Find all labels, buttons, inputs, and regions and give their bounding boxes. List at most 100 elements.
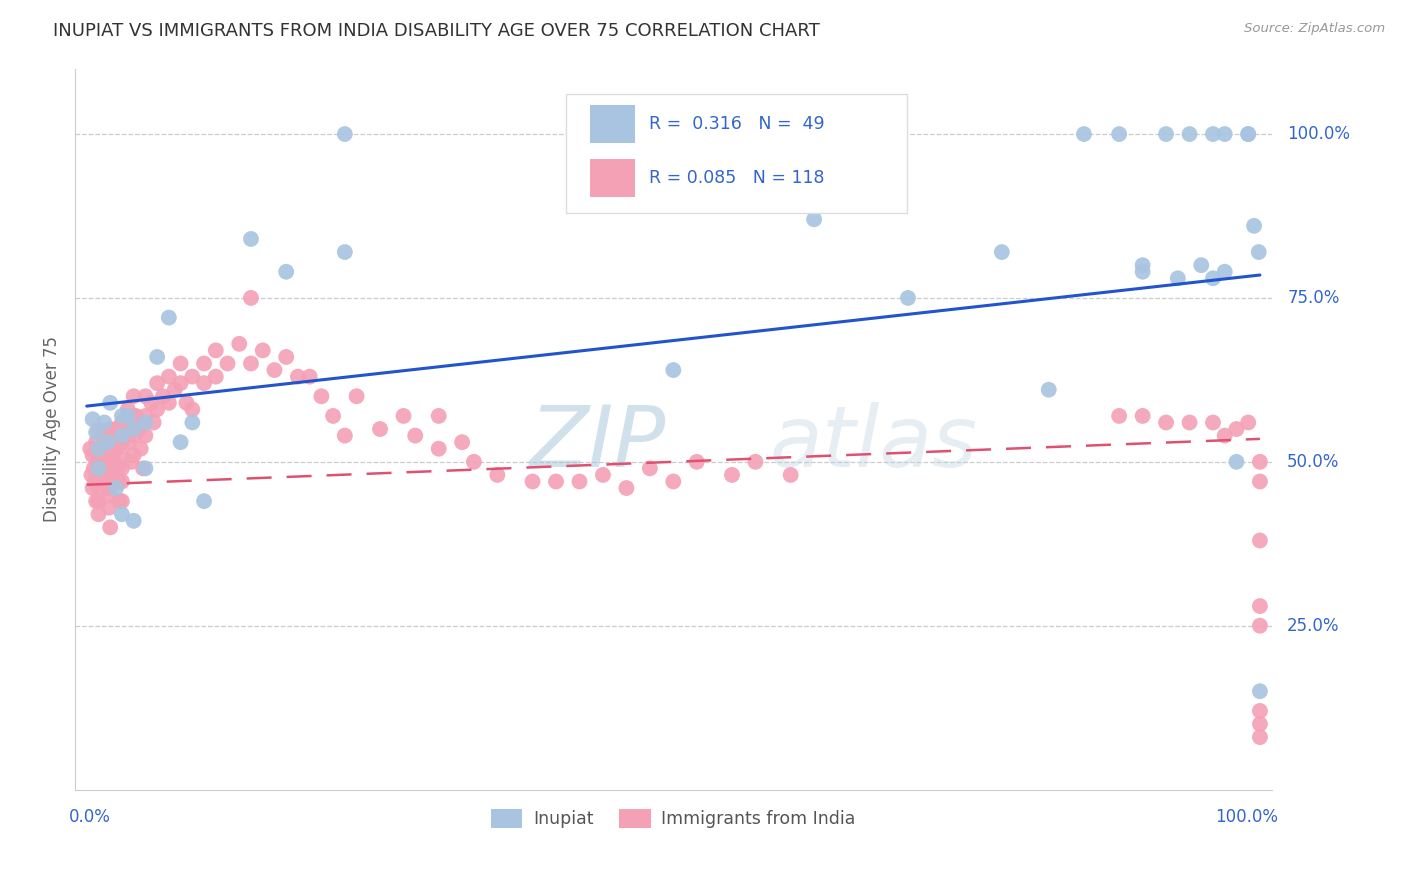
Point — [152, 389, 174, 403]
Point — [1178, 127, 1201, 141]
Point — [1167, 271, 1189, 285]
Point — [82, 412, 104, 426]
Point — [1202, 271, 1225, 285]
Point — [118, 435, 141, 450]
Point — [157, 310, 180, 325]
Point — [333, 428, 356, 442]
Point — [157, 396, 180, 410]
Point — [134, 409, 156, 423]
Point — [568, 475, 591, 489]
Point — [111, 428, 134, 442]
Point — [181, 402, 204, 417]
Point — [1247, 245, 1270, 260]
Point — [1249, 684, 1271, 698]
Text: R =  0.316   N =  49: R = 0.316 N = 49 — [650, 115, 825, 133]
Point — [217, 357, 239, 371]
Point — [96, 467, 118, 482]
Point — [84, 475, 107, 489]
Point — [662, 475, 685, 489]
Point — [1213, 428, 1236, 442]
Point — [1225, 455, 1247, 469]
Text: R = 0.085   N = 118: R = 0.085 N = 118 — [650, 169, 825, 187]
Point — [117, 409, 139, 423]
Point — [1038, 383, 1060, 397]
Point — [276, 265, 298, 279]
Point — [105, 442, 128, 456]
Point — [1249, 475, 1271, 489]
Point — [276, 350, 298, 364]
Point — [392, 409, 415, 423]
Point — [146, 402, 169, 417]
Point — [87, 461, 110, 475]
Text: 100.0%: 100.0% — [1288, 125, 1350, 143]
Point — [82, 481, 104, 495]
Text: 25.0%: 25.0% — [1288, 616, 1340, 635]
Point — [427, 442, 450, 456]
Point — [111, 461, 134, 475]
Point — [322, 409, 344, 423]
Point — [93, 428, 115, 442]
Point — [368, 422, 391, 436]
Point — [544, 475, 567, 489]
Point — [1132, 409, 1154, 423]
Point — [662, 363, 685, 377]
Point — [98, 435, 121, 450]
Point — [90, 448, 112, 462]
Point — [803, 212, 825, 227]
Point — [1249, 533, 1271, 548]
Text: atlas: atlas — [769, 402, 977, 485]
Text: INUPIAT VS IMMIGRANTS FROM INDIA DISABILITY AGE OVER 75 CORRELATION CHART: INUPIAT VS IMMIGRANTS FROM INDIA DISABIL… — [53, 22, 820, 40]
Point — [94, 442, 117, 456]
Point — [98, 448, 121, 462]
Point — [1132, 258, 1154, 272]
Point — [193, 376, 215, 391]
Point — [228, 336, 250, 351]
Point — [141, 396, 163, 410]
Point — [97, 481, 120, 495]
Point — [240, 291, 263, 305]
Point — [897, 291, 920, 305]
Point — [105, 481, 128, 495]
Text: 0.0%: 0.0% — [69, 807, 111, 826]
Point — [204, 369, 226, 384]
Point — [991, 245, 1014, 260]
Point — [287, 369, 309, 384]
Point — [1213, 127, 1236, 141]
Point — [134, 389, 156, 403]
Point — [86, 455, 108, 469]
Point — [1154, 127, 1177, 141]
Point — [122, 428, 145, 442]
Point — [721, 467, 744, 482]
Point — [98, 520, 121, 534]
Point — [79, 442, 101, 456]
Point — [1249, 704, 1271, 718]
Point — [181, 369, 204, 384]
Point — [616, 481, 638, 495]
Point — [346, 389, 368, 403]
Point — [122, 409, 145, 423]
Point — [84, 494, 107, 508]
Point — [111, 416, 134, 430]
Point — [204, 343, 226, 358]
Point — [80, 467, 103, 482]
Point — [111, 494, 134, 508]
Point — [87, 422, 110, 436]
Point — [98, 500, 121, 515]
Point — [486, 467, 509, 482]
Point — [129, 442, 152, 456]
Point — [169, 435, 191, 450]
Point — [134, 416, 156, 430]
Point — [146, 350, 169, 364]
Point — [240, 357, 263, 371]
Point — [252, 343, 274, 358]
Point — [103, 455, 125, 469]
Point — [744, 455, 766, 469]
Point — [101, 435, 124, 450]
Point — [463, 455, 485, 469]
Point — [298, 369, 321, 384]
Point — [84, 425, 107, 440]
Point — [142, 416, 165, 430]
Text: 100.0%: 100.0% — [1215, 807, 1278, 826]
Point — [105, 461, 128, 475]
Y-axis label: Disability Age Over 75: Disability Age Over 75 — [44, 336, 60, 522]
